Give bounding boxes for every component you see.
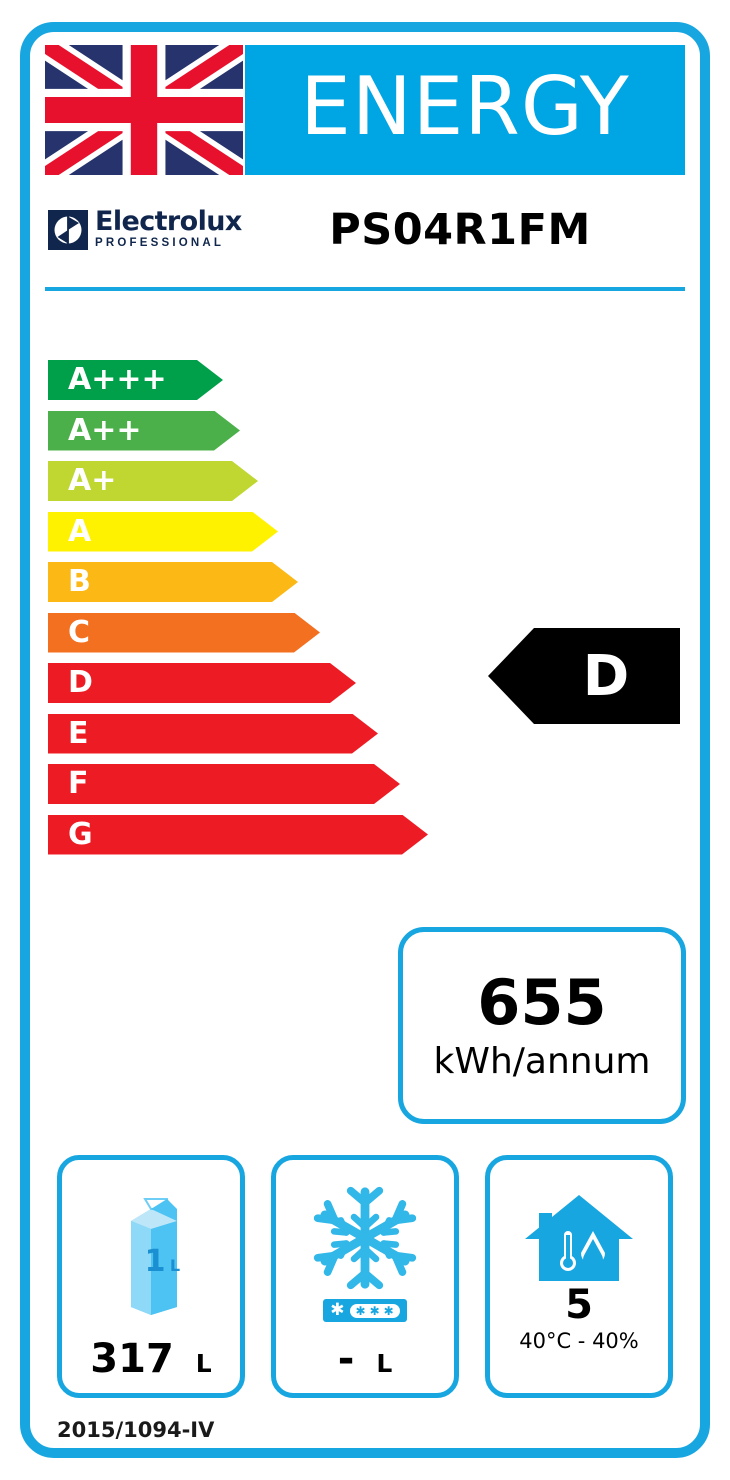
energy-class-letter: A: [68, 513, 92, 549]
annual-consumption-box: 655 kWh/annum: [398, 927, 686, 1124]
fridge-volume-unit: L: [195, 1349, 212, 1378]
four-star-freezer-badge: ✱ ✱ ✱ ✱: [323, 1299, 407, 1322]
energy-class-bar-Aplusplus: A++: [48, 410, 240, 451]
model-name: PS04R1FM: [329, 205, 591, 255]
brand-logo: Electrolux PROFESSIONAL: [48, 203, 246, 257]
energy-class-bar-Aplusplusplus: A+++: [48, 360, 223, 400]
star-single-icon: ✱: [330, 1300, 345, 1320]
star-icon-3: ✱: [383, 1303, 394, 1318]
energy-class-bar-shape: G: [48, 814, 428, 855]
electrolux-mark-svg: [48, 210, 88, 250]
energy-class-bar-shape: A: [48, 511, 278, 552]
freezer-volume-value: -: [337, 1336, 355, 1382]
energy-class-bar-shape: F: [48, 764, 400, 804]
freezer-inner: ✱ ✱ ✱ ✱: [310, 1183, 420, 1322]
energy-class-bar-shape: D: [48, 663, 356, 703]
energy-class-bar-G: G: [48, 814, 428, 855]
house-climate-icon: [525, 1195, 633, 1281]
energy-class-letter: C: [68, 614, 91, 650]
brand-subtitle: PROFESSIONAL: [95, 237, 225, 250]
annual-consumption-value: 655: [477, 965, 607, 1039]
brand-text: Electrolux PROFESSIONAL: [95, 206, 242, 250]
energy-class-bar-shape: A++: [48, 410, 240, 451]
flag-svg: [45, 45, 243, 175]
milk-carton-svg: 1 L: [131, 1197, 180, 1315]
selected-class-letter: D: [582, 643, 630, 709]
selected-class-arrow: D: [488, 628, 680, 724]
energy-class-bar-shape: B: [48, 562, 298, 602]
freezer-icon-area: ✱ ✱ ✱ ✱: [276, 1160, 454, 1339]
energy-class-bar-Aplus: A+: [48, 461, 258, 501]
energy-class-letter: B: [68, 564, 91, 599]
climate-class-value: 5: [565, 1282, 593, 1328]
energy-class-bar-shape: C: [48, 612, 320, 653]
star-icon-1: ✱: [355, 1303, 366, 1318]
freezer-volume-box: ✱ ✱ ✱ ✱ - L: [271, 1155, 459, 1398]
energy-class-letter: A++: [68, 412, 142, 448]
freezer-volume-footer: - L: [276, 1339, 454, 1393]
energy-class-bar-shape: A+: [48, 461, 258, 501]
carton-volume-number: 1: [145, 1244, 166, 1279]
energy-class-letter: D: [68, 665, 93, 700]
energy-class-bar-D: D: [48, 663, 356, 703]
energy-class-bar-shape: A+++: [48, 360, 223, 400]
energy-class-letter: E: [68, 715, 89, 751]
star-icon-2: ✱: [369, 1303, 380, 1318]
regulation-reference: 2015/1094-IV: [57, 1418, 215, 1442]
union-jack-flag: [45, 45, 243, 175]
annual-consumption-unit: kWh/annum: [433, 1040, 651, 1082]
climate-conditions: 40°C - 40%: [519, 1329, 639, 1353]
energy-title: ENERGY: [300, 60, 630, 153]
milk-carton-icon: 1 L: [62, 1160, 240, 1339]
energy-class-bar-shape: E: [48, 713, 378, 754]
fridge-volume-box: 1 L 317 L: [57, 1155, 245, 1398]
energy-class-bar-E: E: [48, 713, 378, 754]
climate-class-box: 5 40°C - 40%: [485, 1155, 673, 1398]
freezer-volume-unit: L: [376, 1349, 393, 1378]
brand-name: Electrolux: [95, 206, 242, 238]
snowflake-icon: [313, 1186, 417, 1290]
energy-class-bar-C: C: [48, 612, 320, 653]
energy-class-bar-B: B: [48, 562, 298, 602]
energy-class-letter: A+: [68, 463, 117, 498]
climate-stack: 5 40°C - 40%: [519, 1160, 639, 1393]
selected-arrow-shape: [488, 628, 680, 724]
carton-volume-unit: L: [170, 1256, 180, 1275]
energy-class-letter: F: [68, 766, 89, 801]
energy-class-letter: A+++: [68, 362, 167, 397]
electrolux-mark-icon: [48, 210, 88, 250]
energy-class-bar-A: A: [48, 511, 278, 552]
fridge-volume-value: 317: [90, 1336, 174, 1382]
star-triple-pill: ✱ ✱ ✱: [349, 1303, 400, 1318]
energy-class-scale: A+++ A++ A+ A B C D E F G: [48, 360, 478, 860]
energy-banner: ENERGY: [245, 45, 685, 175]
energy-class-bar-F: F: [48, 764, 400, 804]
energy-class-letter: G: [68, 816, 93, 852]
fridge-volume-footer: 317 L: [62, 1339, 240, 1393]
header-divider: [45, 287, 685, 291]
